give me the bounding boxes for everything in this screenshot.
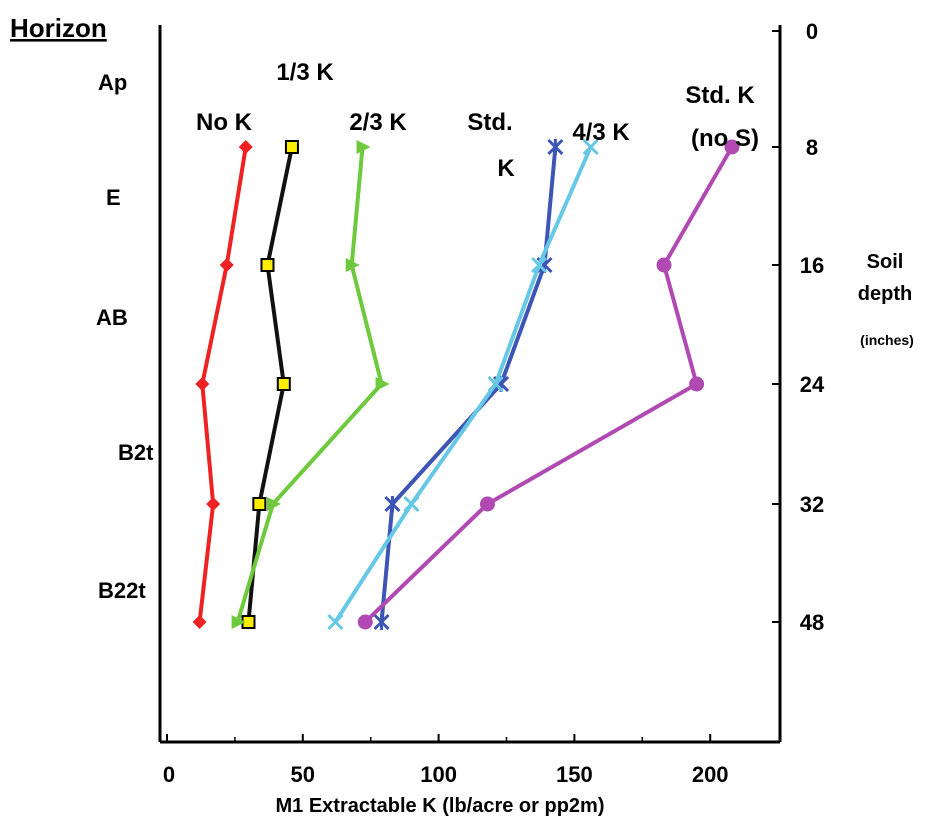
series-line xyxy=(333,146,593,624)
data-point xyxy=(206,497,221,511)
y-tick-label: 8 xyxy=(806,135,818,160)
horizon-heading: Horizon xyxy=(10,13,107,43)
data-point xyxy=(252,497,267,511)
data-point xyxy=(547,138,564,156)
x-axis-ticks: 0 50 100 150 200 xyxy=(163,734,729,787)
data-point xyxy=(284,140,299,154)
series-label: (no S) xyxy=(691,125,759,152)
data-point xyxy=(384,495,401,513)
series-line xyxy=(235,146,384,623)
series-line xyxy=(379,146,558,623)
data-point xyxy=(231,615,246,629)
data-point xyxy=(238,140,253,154)
horizon-label: B22t xyxy=(98,578,146,603)
horizon-label: Ap xyxy=(98,70,127,95)
x-axis-label: M1 Extractable K (lb/acre or pp2m) xyxy=(276,795,605,817)
series-std-k-no-s- xyxy=(357,139,740,630)
y-tick-label: 0 xyxy=(806,19,818,44)
series-label: Std. xyxy=(467,109,512,136)
series-4-3-k xyxy=(327,138,599,631)
x-tick-label: 150 xyxy=(556,762,593,787)
data-point xyxy=(373,613,390,631)
data-point xyxy=(656,257,672,273)
series-labels: No K 1/3 K 2/3 K Std. K 4/3 K Std. K (no S) xyxy=(196,59,759,182)
y-tick-label: 16 xyxy=(800,253,824,278)
data-point xyxy=(192,615,207,629)
series-layer xyxy=(192,138,740,631)
data-point xyxy=(403,495,420,513)
data-point xyxy=(582,138,599,156)
data-point xyxy=(345,258,360,272)
x-tick-label: 50 xyxy=(291,762,315,787)
y-axis-label-line3: (inches) xyxy=(860,332,914,348)
data-point xyxy=(195,377,210,391)
data-point xyxy=(357,614,373,630)
data-point xyxy=(531,256,548,274)
data-point xyxy=(266,497,281,511)
data-point xyxy=(689,376,705,392)
y-tick-label: 32 xyxy=(800,492,824,517)
data-point xyxy=(479,496,495,512)
horizon-labels: Ap E AB B2t B22t xyxy=(96,70,154,603)
series-label: 4/3 K xyxy=(572,119,630,146)
data-point xyxy=(260,258,275,272)
data-point xyxy=(327,613,344,631)
y-tick-label: 24 xyxy=(800,372,825,397)
y-axis-label-line2: depth xyxy=(858,283,912,305)
horizon-label: E xyxy=(106,185,121,210)
series-label: K xyxy=(497,155,515,182)
data-point xyxy=(356,140,371,154)
series-label: Std. K xyxy=(685,82,755,109)
x-tick-label: 100 xyxy=(420,762,457,787)
series-label: No K xyxy=(196,109,253,136)
series-no-k xyxy=(192,140,253,629)
y-axis-label-line1: Soil xyxy=(867,251,904,273)
data-point xyxy=(724,139,740,155)
data-point xyxy=(219,258,234,272)
series-label: 2/3 K xyxy=(349,109,407,136)
series-1-3-k xyxy=(241,140,299,629)
y-tick-label: 48 xyxy=(800,610,824,635)
x-tick-label: 0 xyxy=(163,762,175,787)
horizon-label: AB xyxy=(96,305,128,330)
y-axis-ticks: 0 8 16 24 32 48 xyxy=(772,19,825,635)
data-point xyxy=(487,375,504,393)
series-std-k xyxy=(373,138,564,631)
horizon-label: B2t xyxy=(118,440,154,465)
series-label: 1/3 K xyxy=(276,59,334,86)
x-tick-label: 200 xyxy=(692,762,729,787)
series-2-3-k xyxy=(231,140,390,629)
data-point xyxy=(375,377,390,391)
data-point xyxy=(276,377,291,391)
